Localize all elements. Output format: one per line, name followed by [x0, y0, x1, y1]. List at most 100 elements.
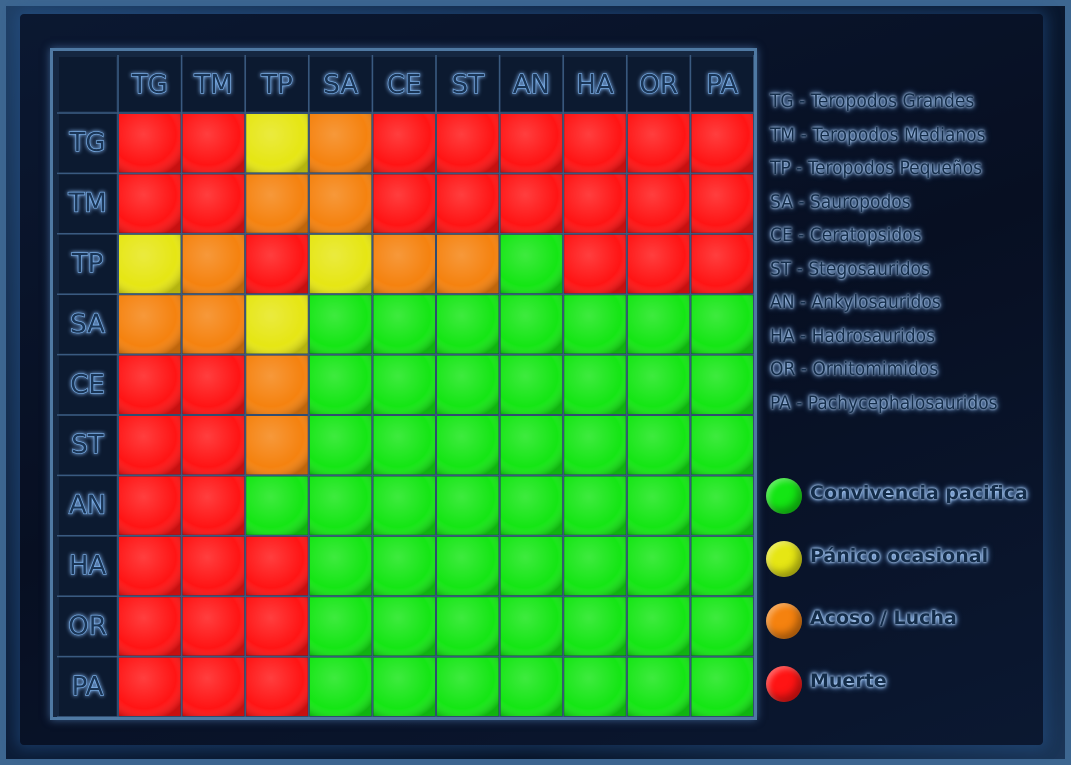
row-header-cell — [59, 476, 116, 535]
status-label-panic: Pánico ocasional — [810, 544, 989, 567]
interaction-matrix: TG TM TP SA CE ST AN HA OR PA TG TM TP SA CE ST AN HA OR PA — [50, 48, 757, 720]
matrix-cell-shade — [373, 114, 435, 173]
matrix-cell-shade — [182, 657, 245, 716]
matrix-cell-shade — [691, 295, 753, 354]
matrix-cell-shade — [627, 416, 690, 475]
matrix-cell-shade — [691, 234, 753, 294]
row-header-cell — [59, 234, 116, 294]
matrix-cell-shade — [119, 234, 181, 294]
matrix-cell-shade — [182, 597, 245, 656]
row-header-cell — [59, 657, 116, 716]
column-header-cell — [437, 57, 499, 111]
matrix-cell-shade — [437, 597, 499, 656]
matrix-cell-shade — [309, 234, 372, 294]
matrix-cell-shade — [564, 597, 626, 656]
status-label-fight: Acoso / Lucha — [810, 607, 957, 629]
matrix-cell-shade — [246, 536, 308, 596]
column-header-cell — [373, 57, 435, 111]
column-label: OR — [639, 70, 678, 100]
matrix-cell-shade — [373, 234, 435, 294]
matrix-cell-shade — [627, 114, 690, 173]
matrix-cell-shade — [119, 476, 181, 535]
matrix-cell-shade — [627, 657, 690, 716]
matrix-cell-shade — [373, 174, 435, 233]
matrix-cell-shade — [373, 657, 435, 716]
column-label: TM — [193, 70, 232, 100]
row-label: TM — [67, 189, 106, 219]
abbreviation-legend: TG - Teropodos Grandes TM - Teropodos Me… — [770, 88, 998, 423]
matrix-cell-shade — [182, 536, 245, 596]
matrix-cell-shade — [564, 234, 626, 294]
legend-abbr-an: AN - Ankylosauridos — [770, 291, 941, 313]
matrix-cell-shade — [627, 295, 690, 354]
matrix-cell-shade — [309, 536, 372, 596]
matrix-cell-shade — [564, 536, 626, 596]
matrix-cell-shade — [373, 476, 435, 535]
column-header-cell — [500, 57, 563, 111]
matrix-cell-shade — [627, 174, 690, 233]
matrix-cell-shade — [119, 416, 181, 475]
row-header-cell — [59, 597, 116, 656]
matrix-cell-shade — [500, 597, 563, 656]
matrix-cell-shade — [500, 234, 563, 294]
matrix-cell-shade — [691, 536, 753, 596]
row-label: HA — [69, 551, 107, 581]
matrix-cell-shade — [182, 234, 245, 294]
matrix-svg: TG TM TP SA CE ST AN HA OR PA TG TM TP SA CE ST AN HA OR PA — [57, 55, 754, 717]
row-label: TG — [68, 128, 105, 158]
matrix-cell-shade — [373, 295, 435, 354]
column-header-cell — [564, 57, 626, 111]
matrix-cell-shade — [246, 114, 308, 173]
matrix-cell-shade — [309, 295, 372, 354]
column-label: TG — [131, 70, 168, 100]
matrix-cell-shade — [309, 657, 372, 716]
row-header-cell — [59, 355, 116, 414]
row-label: PA — [72, 672, 104, 702]
matrix-cell-shade — [627, 536, 690, 596]
matrix-cell-shade — [627, 234, 690, 294]
matrix-cell-shade — [564, 416, 626, 475]
matrix-cell-shade — [437, 234, 499, 294]
matrix-cell-shade — [691, 355, 753, 414]
matrix-cell-shade — [246, 355, 308, 414]
legend-abbr-ce: CE - Ceratopsidos — [770, 224, 922, 246]
matrix-cell-shade — [246, 657, 308, 716]
matrix-cell-shade — [246, 295, 308, 354]
matrix-cell-shade — [119, 355, 181, 414]
matrix-cell-shade — [309, 476, 372, 535]
row-header-cell — [59, 114, 116, 173]
legend-abbr-ha: HA - Hadrosauridos — [770, 324, 936, 347]
matrix-cell-shade — [691, 416, 753, 475]
matrix-cell-shade — [437, 114, 499, 173]
column-header-cell — [691, 57, 753, 111]
matrix-cell-shade — [564, 355, 626, 414]
row-header-cell — [59, 174, 116, 233]
matrix-cell-shade — [564, 295, 626, 354]
matrix-cell-shade — [691, 174, 753, 233]
matrix-cell-shade — [627, 476, 690, 535]
row-label: SA — [70, 309, 105, 339]
legend-abbr-tm: TM - Teropodos Medianos — [770, 123, 986, 146]
legend-abbr-pa: PA - Pachycephalosauridos — [770, 391, 998, 414]
matrix-cell-shade — [119, 295, 181, 354]
column-header-cell — [246, 57, 308, 111]
matrix-cell-shade — [500, 114, 563, 173]
matrix-cell-shade — [500, 295, 563, 354]
matrix-cell-shade — [564, 476, 626, 535]
matrix-cell-shade — [564, 114, 626, 173]
matrix-cell-shade — [182, 476, 245, 535]
matrix-cell-shade — [182, 174, 245, 233]
row-label: OR — [68, 611, 107, 641]
legend-abbr-tp: TP - Teropodos Pequeños — [770, 157, 983, 179]
green-dot-icon — [766, 478, 802, 514]
matrix-cell-shade — [437, 476, 499, 535]
matrix-cell-shade — [246, 476, 308, 535]
column-label: SA — [323, 70, 358, 100]
matrix-cell-shade — [437, 536, 499, 596]
legend-abbr-st: ST - Stegosauridos — [770, 257, 930, 280]
legend-abbr-tg: TG - Teropodos Grandes — [770, 90, 975, 112]
orange-dot-icon — [766, 603, 802, 639]
column-label: HA — [576, 70, 614, 100]
matrix-cell-shade — [373, 536, 435, 596]
status-label-death: Muerte — [810, 669, 887, 692]
